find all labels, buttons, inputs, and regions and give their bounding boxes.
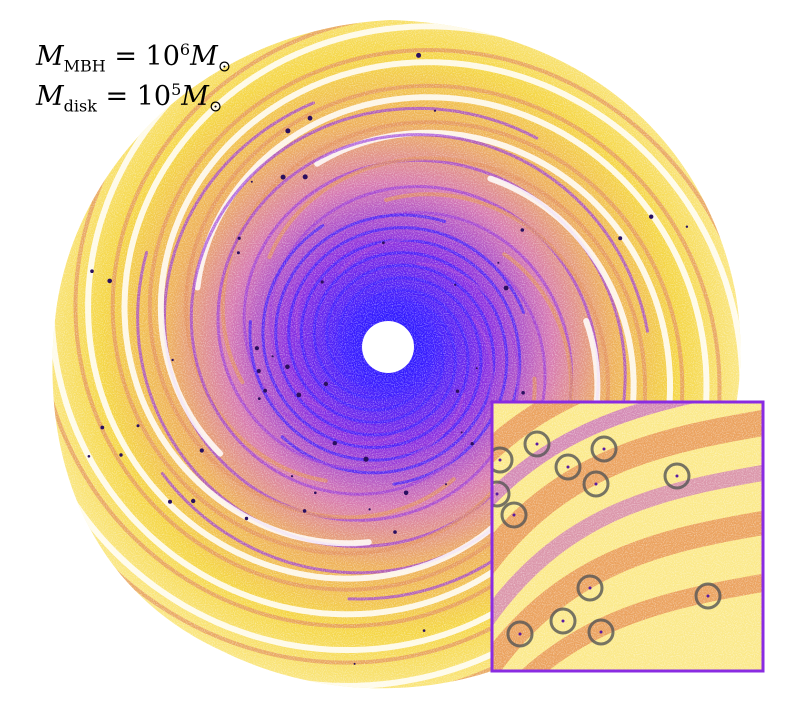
- fragment-circle: [554, 453, 582, 481]
- fragment-dot: [237, 236, 241, 240]
- fragment-dot: [236, 251, 240, 255]
- fragment-dot: [323, 381, 329, 387]
- fragment-dot: [470, 442, 474, 446]
- fragment-dot: [171, 358, 174, 362]
- fragment-circle: [506, 620, 534, 648]
- fragment-circle: [582, 470, 610, 498]
- fragment-dot: [594, 482, 598, 486]
- fragment-dot: [302, 174, 308, 180]
- fragment-dot: [521, 391, 525, 395]
- fragment-dot: [518, 632, 522, 636]
- fragment-dot: [685, 225, 689, 228]
- fragment-dot: [290, 475, 294, 478]
- fragment-dot: [706, 594, 710, 598]
- fragment-dot: [285, 128, 291, 134]
- fragment-dot: [285, 364, 290, 370]
- fragment-dot: [263, 388, 267, 393]
- fragment-dot: [393, 530, 397, 534]
- fragment-dot: [498, 458, 502, 462]
- fragment-dot: [256, 369, 261, 373]
- fragment-dot: [497, 261, 500, 264]
- fragment-circle: [663, 462, 691, 490]
- fragment-dot: [302, 509, 307, 513]
- fragment-dot: [100, 425, 105, 430]
- fragment-dot: [271, 355, 274, 358]
- fragment-dot: [445, 483, 447, 486]
- central-cavity: [362, 321, 414, 373]
- fragment-dot: [588, 586, 592, 590]
- fragment-dot: [618, 236, 623, 241]
- fragment-dot: [566, 465, 570, 469]
- fragment-dot: [602, 447, 606, 451]
- inset-border: [490, 400, 765, 673]
- fragment-dot: [454, 283, 457, 286]
- fragment-dot: [314, 491, 317, 495]
- fragment-dot: [168, 499, 172, 504]
- fragment-dot: [363, 456, 369, 462]
- fragment-dot: [416, 52, 422, 58]
- fragment-dot: [422, 629, 426, 632]
- fragment-dot: [520, 228, 525, 232]
- fragment-dot: [307, 115, 313, 121]
- fragment-circle: [500, 501, 528, 529]
- fragment-dot: [382, 241, 385, 245]
- fragment-dot: [561, 619, 565, 623]
- fragment-circle: [587, 618, 615, 646]
- fragment-circle: [492, 480, 511, 508]
- fragment-circle: [492, 446, 514, 474]
- fragment-dot: [599, 630, 603, 634]
- fragment-dot: [87, 455, 91, 458]
- fragment-dot: [250, 180, 253, 183]
- fragment-dot: [475, 367, 478, 370]
- fragment-dot: [107, 278, 112, 284]
- fragment-circle: [694, 582, 722, 610]
- fragment-circle: [549, 607, 577, 635]
- fragment-dot: [199, 448, 204, 453]
- fragment-dot: [320, 280, 324, 284]
- fragment-dot: [296, 392, 302, 398]
- fragment-dot: [460, 431, 463, 434]
- fragment-dot: [403, 490, 409, 496]
- fragment-dot: [136, 424, 140, 428]
- fragment-dot: [503, 285, 509, 291]
- fragment-circle: [590, 435, 618, 463]
- fragment-dot: [495, 492, 499, 496]
- disk-mass-label: Mdisk = 105M⊙: [36, 80, 223, 116]
- fragment-dot: [512, 513, 516, 517]
- fragment-dot: [353, 662, 356, 665]
- fragment-dot: [244, 516, 249, 521]
- inset-zoom-panel: [490, 400, 765, 673]
- fragment-dot: [675, 474, 679, 478]
- fragment-circle: [523, 430, 551, 458]
- fragment-dot: [368, 508, 371, 511]
- mbh-mass-label: MMBH = 106M⊙: [36, 40, 232, 76]
- fragment-dot: [332, 441, 337, 446]
- fragment-dot: [535, 442, 539, 446]
- fragment-circle: [576, 574, 604, 602]
- fragment-dot: [119, 453, 123, 457]
- fragment-dot: [90, 269, 94, 274]
- fragment-dot: [280, 174, 286, 180]
- fragment-dot: [254, 346, 259, 351]
- fragments: [87, 52, 689, 665]
- fragment-dot: [191, 498, 196, 504]
- fragment-dot: [433, 109, 437, 112]
- fragment-dot: [257, 397, 261, 400]
- fragment-dot: [649, 214, 654, 219]
- fragment-dot: [455, 389, 460, 393]
